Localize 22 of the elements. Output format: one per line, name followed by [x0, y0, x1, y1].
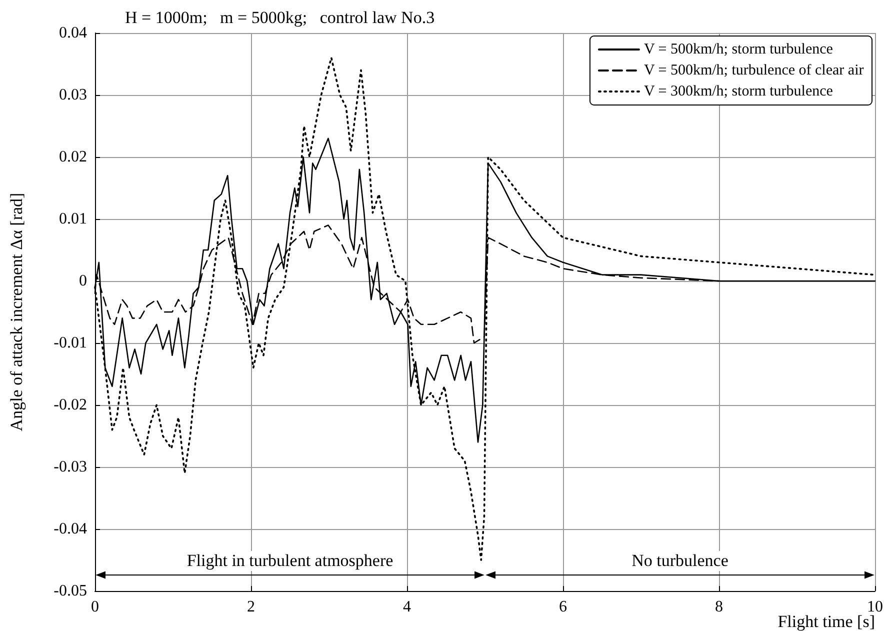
y-tick-label: 0.01	[59, 210, 87, 228]
legend-label: V = 500km/h; storm turbulence	[644, 42, 834, 58]
x-tick-label: 2	[247, 598, 255, 616]
x-tick-label: 4	[403, 598, 411, 616]
legend-label: V = 300km/h; storm turbulence	[644, 84, 834, 100]
y-tick-label: -0.05	[54, 582, 87, 600]
chart-title: H = 1000m; m = 5000kg; control law No.3	[125, 8, 435, 27]
x-tick-label: 0	[91, 598, 99, 616]
x-tick-label: 8	[715, 598, 723, 616]
annotation: No turbulence	[628, 551, 732, 571]
y-tick-label: 0.04	[59, 24, 87, 42]
y-tick-label: -0.01	[54, 334, 87, 352]
y-axis-title: Angle of attack increment Δα [rad]	[7, 192, 26, 432]
y-tick-label: 0.02	[59, 148, 87, 166]
y-tick-label: -0.03	[54, 458, 87, 476]
y-tick-label: 0	[79, 272, 87, 290]
annotation: Flight in turbulent atmosphere	[182, 551, 398, 571]
y-tick-label: 0.03	[59, 86, 87, 104]
y-tick-label: -0.02	[54, 396, 87, 414]
legend-label: V = 500km/h; turbulence of clear air	[644, 62, 864, 78]
x-tick-label: 6	[559, 598, 567, 616]
y-tick-label: -0.04	[54, 520, 87, 538]
